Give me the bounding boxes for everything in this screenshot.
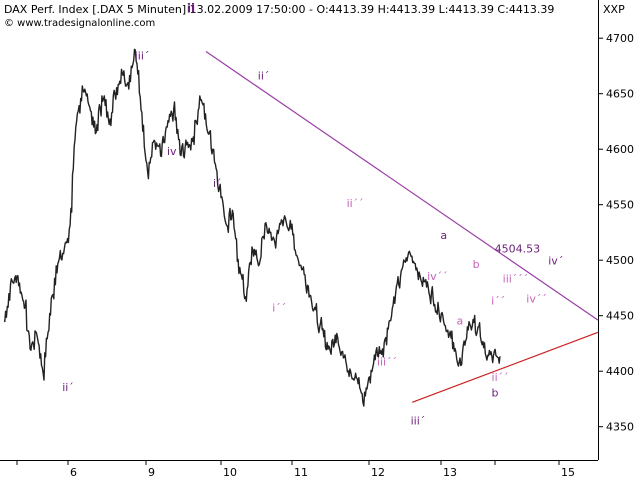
wave-label: b	[492, 387, 499, 400]
wave-label: i´	[213, 177, 222, 190]
x-tick-label: 11	[294, 466, 308, 479]
x-tick-label: 15	[561, 466, 575, 479]
instrument-header: DAX Perf. Index [.DAX 5 Minuten] 13.02.2…	[4, 3, 555, 16]
y-tick-label: 4450	[606, 310, 634, 323]
y-tick-label: 4550	[606, 199, 634, 212]
wave-label: 4504.53	[495, 242, 541, 255]
y-tick-label: 4350	[606, 421, 634, 434]
trendlines	[205, 51, 599, 403]
y-tick-label: 4600	[606, 143, 634, 156]
wave-label: ii´´	[347, 197, 364, 210]
x-tick-label: 13	[443, 466, 457, 479]
y-axis: 4350 4400 4450 4500 4550 4600 4650 4700	[598, 32, 634, 434]
wave-label: iii´´´	[503, 272, 529, 285]
wave-annotations: ii iii´ iv´ i´ ii´ ii´ ii´´ i´´ iii´´ iv´´ iii´ a b a…	[62, 2, 563, 428]
wave-label: iii´	[135, 49, 150, 62]
chart-frame	[0, 0, 599, 461]
price-line	[3, 48, 501, 407]
wave-label: iv´´	[526, 292, 547, 305]
wave-label: iv´	[167, 145, 182, 158]
wave-label: iv´	[548, 255, 563, 268]
upper-trendline	[205, 51, 599, 321]
x-tick-label: 10	[223, 466, 237, 479]
wave-label: b	[473, 258, 480, 271]
wave-label: ii´´	[492, 371, 509, 384]
wave-label: iii´	[411, 414, 426, 427]
x-tick-label: 12	[371, 466, 385, 479]
y-tick-label: 4650	[606, 88, 634, 101]
x-axis: 6 9 10 11 12 13 15	[16, 460, 575, 479]
wave-label: ii´	[258, 69, 270, 82]
wave-label: ii´	[62, 381, 74, 394]
copyright-text: © www.tradesignalonline.com	[4, 18, 156, 29]
wave-label: a	[440, 229, 447, 242]
x-tick-label: 6	[70, 466, 77, 479]
y-tick-label: 4400	[606, 365, 634, 378]
wave-label: iv´´	[427, 270, 448, 283]
wave-label: i´´	[272, 301, 286, 314]
y-tick-label: 4700	[606, 32, 634, 45]
symbol-label: XXP	[603, 3, 625, 16]
price-series	[3, 48, 501, 407]
wave-label: ii	[187, 2, 195, 16]
y-tick-label: 4500	[606, 254, 634, 267]
x-tick-label: 9	[148, 466, 155, 479]
wave-label: i´´	[491, 295, 505, 308]
lower-trendline	[411, 331, 599, 403]
wave-label: a	[457, 315, 464, 328]
wave-label: iii´´	[377, 356, 397, 369]
